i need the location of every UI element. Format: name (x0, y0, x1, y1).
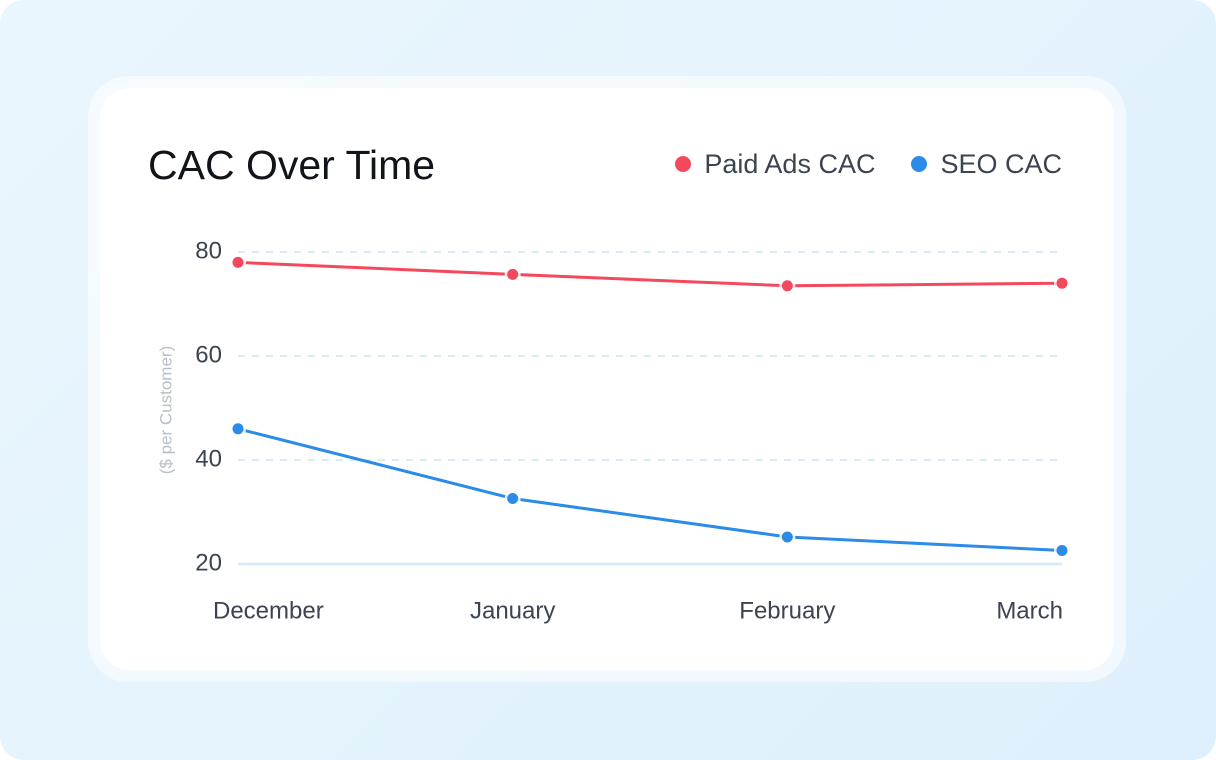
series-lines (236, 260, 1064, 552)
grid-lines (238, 251, 1062, 566)
chart-legend: Paid Ads CAC SEO CAC (639, 146, 1062, 182)
y-tick-labels: 20 40 60 80 (195, 237, 222, 576)
series-line-paid-ads (236, 260, 1064, 288)
data-point-seo[interactable] (507, 492, 519, 504)
legend-dot-seo (911, 156, 928, 172)
y-tick-label: 60 (195, 341, 222, 368)
data-point-seo[interactable] (781, 531, 793, 543)
x-tick-label: January (470, 597, 555, 624)
y-tick-label: 40 (195, 445, 222, 472)
chart-title: CAC Over Time (148, 142, 436, 188)
y-tick-label: 20 (195, 549, 222, 576)
x-tick-label: March (996, 597, 1063, 624)
y-tick-label: 80 (195, 237, 222, 264)
series-line-seo (236, 427, 1064, 552)
legend-item-seo[interactable]: SEO CAC (911, 146, 1062, 182)
x-tick-label: December (213, 597, 324, 624)
legend-item-paid-ads[interactable]: Paid Ads CAC (675, 146, 875, 182)
x-tick-label: February (739, 597, 835, 624)
y-axis-label: ($ per Customer) (156, 346, 175, 474)
legend-label-seo: SEO CAC (940, 149, 1062, 179)
legend-label-paid-ads: Paid Ads CAC (704, 149, 876, 179)
data-point-paid-ads[interactable] (232, 256, 244, 268)
legend-dot-paid-ads (675, 156, 692, 172)
x-tick-labels: December January February March (213, 597, 1063, 624)
data-point-seo[interactable] (232, 423, 244, 435)
data-point-paid-ads[interactable] (781, 280, 793, 292)
series-points (230, 254, 1070, 559)
data-point-seo[interactable] (1056, 544, 1068, 556)
chart-card (100, 88, 1114, 670)
data-point-paid-ads[interactable] (507, 268, 519, 280)
data-point-paid-ads[interactable] (1056, 277, 1068, 289)
